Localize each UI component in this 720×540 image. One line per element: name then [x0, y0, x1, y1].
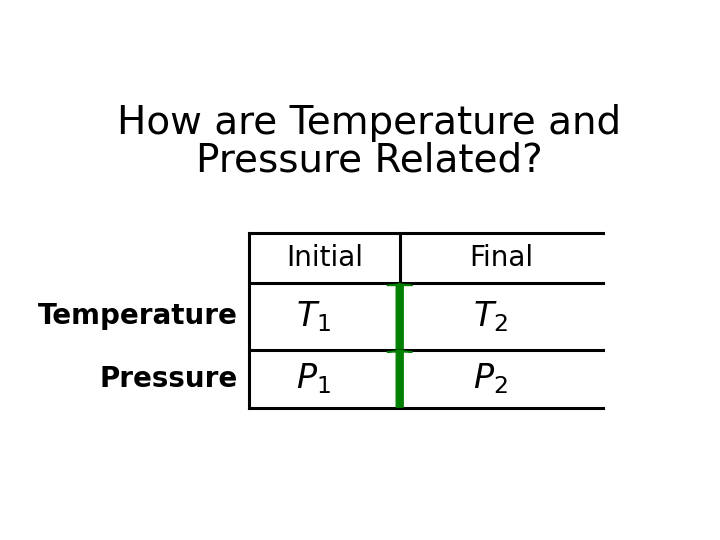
Text: Pressure: Pressure	[99, 364, 238, 393]
Text: How are Temperature and: How are Temperature and	[117, 104, 621, 142]
Text: Final: Final	[469, 244, 534, 272]
Text: $T_2$: $T_2$	[473, 299, 508, 334]
Text: Initial: Initial	[286, 244, 363, 272]
Text: $P_1$: $P_1$	[296, 361, 330, 396]
Text: Temperature: Temperature	[38, 302, 238, 330]
Text: $P_2$: $P_2$	[473, 361, 508, 396]
Text: $T_1$: $T_1$	[296, 299, 330, 334]
Text: Pressure Related?: Pressure Related?	[196, 141, 542, 179]
